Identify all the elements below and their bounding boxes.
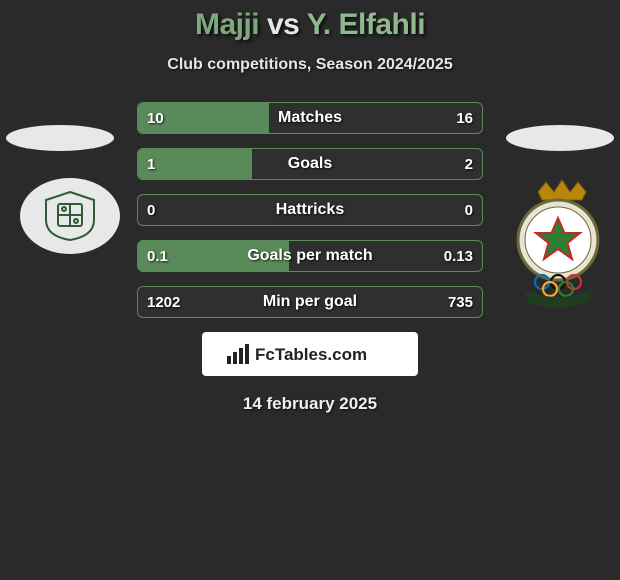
comparison-chart: Matches1016Goals12Hattricks00Goals per m…: [0, 102, 620, 318]
player2-name: Y. Elfahli: [307, 8, 425, 41]
stat-bar-bg: [137, 148, 483, 180]
stat-value-right: 0.13: [444, 240, 473, 272]
stat-row: Min per goal1202735: [137, 286, 483, 318]
player1-name: Majji: [195, 8, 259, 41]
vs-text: vs: [267, 8, 299, 41]
stat-value-right: 0: [465, 194, 473, 226]
date-text: 14 february 2025: [0, 394, 620, 414]
stat-bar-bg: [137, 102, 483, 134]
stat-row: Matches1016: [137, 102, 483, 134]
svg-text:FcTables.com: FcTables.com: [255, 345, 367, 364]
stat-value-right: 735: [448, 286, 473, 318]
stat-value-left: 10: [147, 102, 164, 134]
stat-row: Hattricks00: [137, 194, 483, 226]
stat-bar-bg: [137, 194, 483, 226]
stat-value-right: 2: [465, 148, 473, 180]
stat-row: Goals per match0.10.13: [137, 240, 483, 272]
stat-value-left: 0: [147, 194, 155, 226]
fctables-logo: FcTables.com: [202, 332, 418, 376]
page-title: Majji vs Y. Elfahli: [0, 0, 620, 42]
stat-value-left: 1202: [147, 286, 180, 318]
stat-bar-bg: [137, 240, 483, 272]
stat-bar-bg: [137, 286, 483, 318]
stat-value-right: 16: [456, 102, 473, 134]
stat-row: Goals12: [137, 148, 483, 180]
stat-value-left: 0.1: [147, 240, 168, 272]
subtitle: Club competitions, Season 2024/2025: [0, 56, 620, 74]
stat-value-left: 1: [147, 148, 155, 180]
